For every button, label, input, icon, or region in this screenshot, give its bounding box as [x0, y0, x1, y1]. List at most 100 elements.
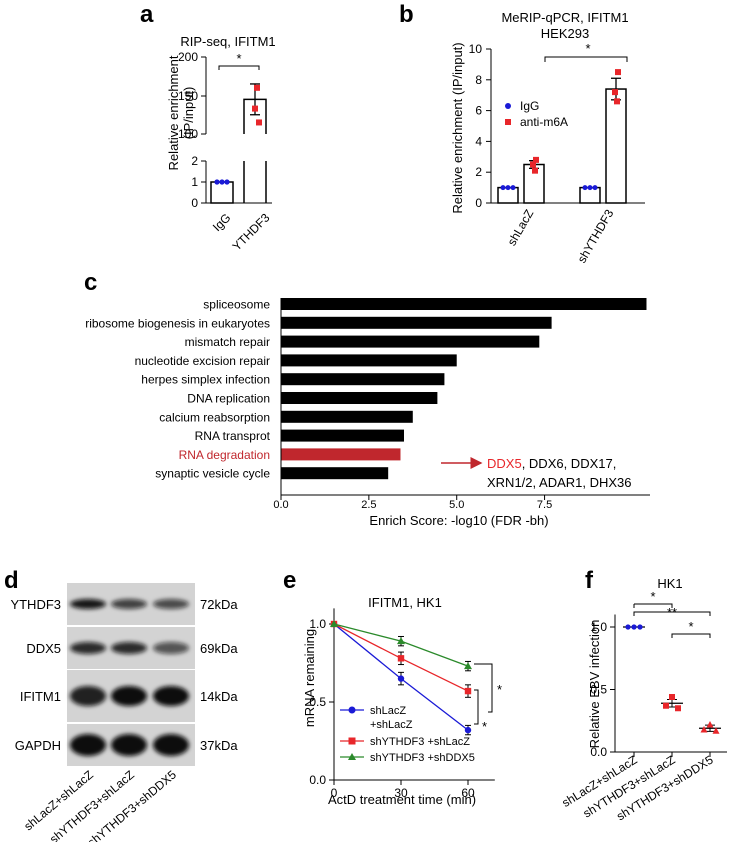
chart-c-label-9: synaptic vesicle cycle — [155, 467, 270, 481]
chart-f-ylabel: Relative EBV infection — [587, 620, 602, 749]
chart-a-sig-star: * — [236, 51, 241, 66]
chart-e-point-2 — [330, 620, 338, 627]
chart-b-point-m6a — [615, 69, 621, 76]
chart-a-ylabel-line1: Relative enrichment — [166, 55, 181, 170]
chart-e-sig-bracket-1 — [474, 689, 479, 725]
chart-c-label-7: RNA transprot — [195, 429, 271, 443]
blot-label-YTHDF3: YTHDF3 — [10, 597, 61, 612]
blot-band-GAPDH-lane1 — [70, 734, 106, 756]
blot-label-GAPDH: GAPDH — [15, 738, 61, 753]
chart-f-sig-bracket-1 — [634, 603, 673, 608]
chart-c-label-5: DNA replication — [187, 392, 270, 406]
chart-e-xtick-label: 30 — [394, 786, 408, 800]
chart-a-xtick-ythdf3: YTHDF3 — [230, 210, 273, 253]
chart-c-annotation-ddx5: DDX5 — [487, 456, 522, 471]
chart-e-legend-marker-2 — [348, 753, 356, 760]
chart-a-point-ythdf3 — [256, 119, 262, 126]
chart-b-xtick-shlacz: shLacZ — [505, 207, 537, 248]
chart-a-ylabel-line2: (IP/input) — [181, 87, 196, 140]
chart-e-title: IFITM1, HK1 — [368, 595, 442, 610]
chart-f-point — [706, 721, 714, 728]
chart-e-sig-bracket-2 — [474, 663, 493, 713]
chart-b-bar-anti-m6A-shYTHDF3 — [605, 88, 627, 204]
chart-a-ytick-0: 0 — [191, 196, 198, 210]
blot-band-YTHDF3-lane3 — [153, 599, 189, 609]
chart-b-subtitle: HEK293 — [541, 26, 589, 41]
chart-f-sig-star-3: * — [688, 619, 693, 634]
chart-b-legend-m6a-marker — [505, 119, 511, 125]
chart-b-ylabel: Relative enrichment (IP/input) — [450, 42, 465, 213]
chart-a-point-ythdf3 — [254, 84, 260, 91]
chart-c-annotation-line2: XRN1/2, ADAR1, DHX36 — [487, 475, 632, 490]
chart-a-point-ythdf3 — [252, 105, 258, 112]
chart-b-legend-igg: IgG — [520, 99, 539, 113]
blot-lane-label-1: shLacZ+shLacZ — [21, 768, 96, 834]
chart-b-point-m6a — [532, 167, 538, 174]
chart-b-point-m6a — [612, 89, 618, 96]
chart-e-xtick-label: 0 — [331, 786, 338, 800]
chart-f: HK1 Relative EBV infection 0.0 0.5 1.0 * *… — [559, 576, 727, 823]
chart-b-sig-star: * — [585, 41, 590, 56]
chart-b-legend-m6a: anti-m6A — [520, 115, 568, 129]
chart-e-legend-label-0b: +shLacZ — [370, 719, 413, 731]
chart-c-label-2: mismatch repair — [185, 335, 270, 349]
chart-c-label-3: nucleotide excision repair — [135, 354, 270, 368]
chart-e-point-2 — [464, 662, 472, 670]
chart-b-xtick-shythdf3: shYTHDF3 — [575, 207, 617, 266]
chart-f-ytick-label: 1.0 — [590, 620, 607, 634]
chart-b-point-igg — [510, 185, 516, 191]
chart-e-legend-label-2: shYTHDF3 +shDDX5 — [370, 752, 475, 764]
chart-a-ytick-150: 150 — [178, 89, 198, 103]
chart-f-point — [712, 727, 720, 734]
chart-a-point-igg — [214, 179, 220, 185]
blot-band-YTHDF3-lane2 — [111, 599, 147, 609]
chart-a-ytick-100: 100 — [178, 127, 198, 141]
chart-f-point — [631, 624, 637, 630]
chart-e-point-0 — [464, 726, 472, 734]
chart-f-ytick-label: 0.0 — [590, 745, 607, 759]
blot-kda-GAPDH: 37kDa — [200, 738, 238, 753]
chart-b-ytick-label: 4 — [475, 134, 482, 148]
chart-b-ytick-label: 2 — [475, 165, 482, 179]
chart-a-point-igg — [224, 179, 230, 185]
chart-a-bar-igg — [210, 181, 234, 204]
chart-e: IFITM1, HK1 mRNA remaining ActD treatmen… — [302, 595, 502, 807]
chart-a-ytick-1: 1 — [191, 175, 198, 189]
chart-e-ytick-label: 0.5 — [309, 695, 326, 709]
chart-c-bar-7 — [281, 429, 404, 442]
chart-e-point-0 — [397, 675, 405, 682]
chart-b-ytick-label: 8 — [475, 73, 482, 87]
chart-c-bar-8 — [281, 448, 401, 461]
chart-f-point — [675, 705, 681, 712]
chart-e-ytick-label: 0.0 — [309, 773, 326, 787]
chart-c-xtick-label: 5.0 — [449, 499, 464, 511]
chart-f-point — [669, 694, 675, 700]
chart-a-sig-bracket — [218, 65, 260, 70]
chart-b-legend-igg-marker — [505, 103, 511, 109]
chart-c-label-6: calcium reabsorption — [159, 410, 270, 424]
panel-label-c: c — [84, 269, 97, 296]
chart-b: MeRIP-qPCR, IFITM1 HEK293 Relative enric… — [450, 10, 645, 265]
chart-b-point-igg — [500, 185, 506, 191]
chart-b-point-igg — [587, 185, 593, 191]
blot-band-DDX5-lane1 — [70, 642, 106, 654]
chart-e-point-1 — [397, 655, 405, 662]
chart-e-legend-marker-1 — [348, 737, 356, 745]
chart-f-point — [625, 624, 631, 630]
chart-b-title: MeRIP-qPCR, IFITM1 — [501, 10, 628, 25]
blot-kda-DDX5: 69kDa — [200, 641, 238, 656]
chart-e-ytick-label: 1.0 — [309, 617, 326, 631]
chart-e-legend: shLacZ +shLacZ shYTHDF3 +shLacZ shYTHDF3… — [340, 705, 475, 764]
chart-b-point-igg — [505, 185, 511, 191]
western-blot: YTHDF3 72kDa DDX5 69kDa IFITM1 14kDa GAPDH 37kD… — [10, 583, 238, 842]
blot-label-IFITM1: IFITM1 — [20, 689, 61, 704]
chart-c-bar-9 — [281, 467, 389, 480]
chart-e-xtick-label: 60 — [461, 786, 475, 800]
chart-f-point — [700, 726, 708, 733]
chart-a-ytick-200: 200 — [178, 50, 198, 64]
chart-c-xlabel: Enrich Score: -log10 (FDR -bh) — [369, 513, 548, 528]
chart-e-legend-marker-0 — [348, 706, 356, 714]
chart-b-point-igg — [592, 185, 598, 191]
blot-band-DDX5-lane2 — [111, 642, 147, 654]
chart-a-xtick-igg: IgG — [210, 211, 234, 235]
